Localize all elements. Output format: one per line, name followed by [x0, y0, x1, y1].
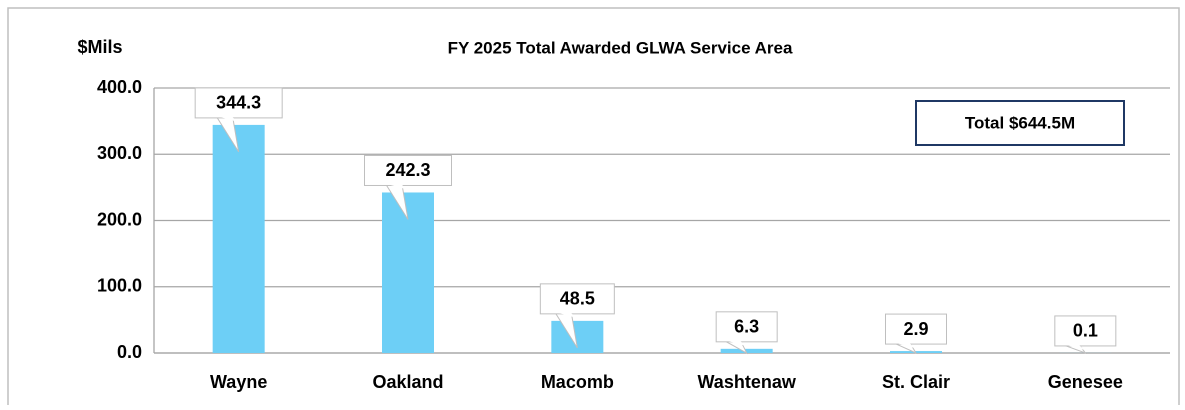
chart-title: FY 2025 Total Awarded GLWA Service Area [448, 38, 793, 57]
x-tick-label: Genesee [1048, 372, 1123, 392]
value-label: 48.5 [560, 289, 595, 309]
y-tick-label: 300.0 [97, 143, 142, 163]
value-label: 0.1 [1073, 321, 1098, 341]
annotation: Total $644.5M [965, 113, 1075, 132]
value-label: 344.3 [216, 93, 261, 113]
y-tick-label: 400.0 [97, 77, 142, 97]
y-axis-label: $Mils [77, 37, 122, 57]
x-tick-label: Macomb [541, 372, 614, 392]
value-label: 242.3 [385, 160, 430, 180]
y-tick-label: 200.0 [97, 209, 142, 229]
x-tick-label: Wayne [210, 372, 267, 392]
x-tick-label: Oakland [372, 372, 443, 392]
bar [213, 125, 265, 353]
x-tick-label: Washtenaw [697, 372, 796, 392]
y-tick-label: 0.0 [117, 342, 142, 362]
x-tick-label: St. Clair [882, 372, 950, 392]
bar [551, 321, 603, 353]
value-label: 6.3 [734, 317, 759, 337]
value-label: 2.9 [903, 319, 928, 339]
y-tick-label: 100.0 [97, 276, 142, 296]
